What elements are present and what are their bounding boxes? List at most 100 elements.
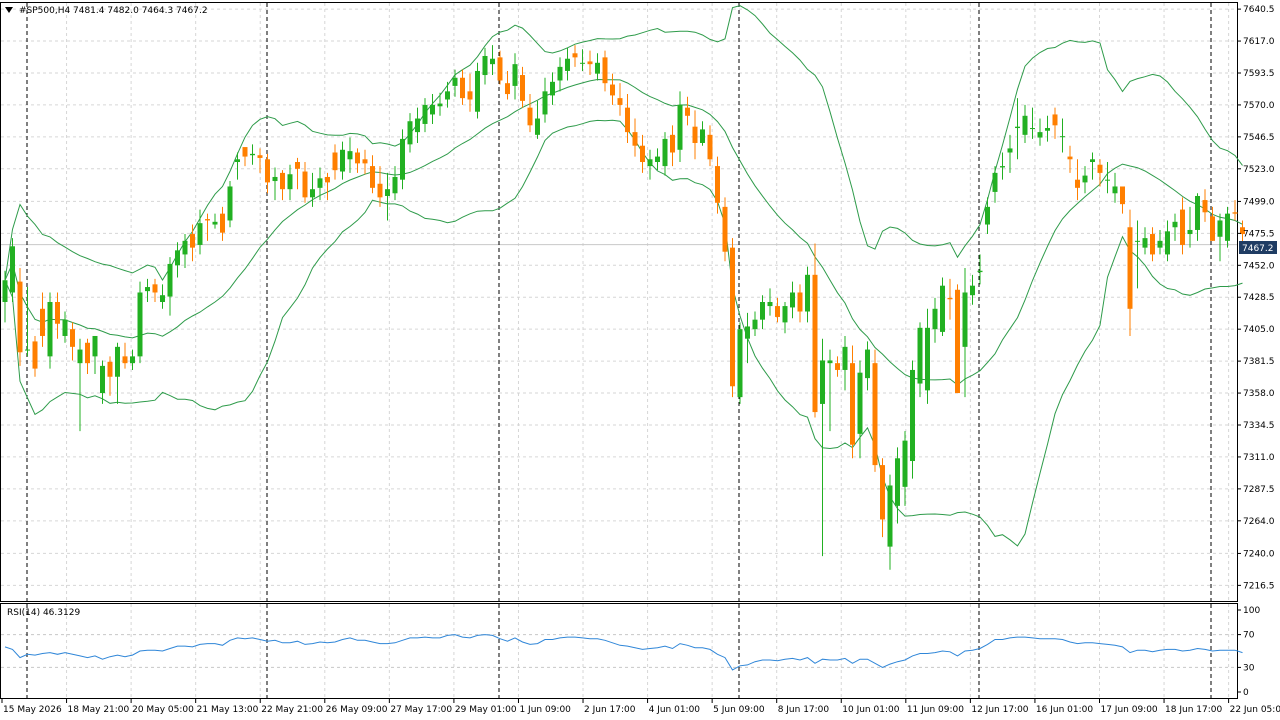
rsi-panel-frame xyxy=(0,603,1238,699)
time-tick-label: 15 May 2026 xyxy=(3,705,62,715)
bull-candle xyxy=(1015,126,1020,129)
bear-candle xyxy=(602,57,608,84)
price-tick-label: 7264.0 xyxy=(1243,517,1275,527)
bull-candle xyxy=(925,327,930,391)
bear-candle xyxy=(295,162,300,169)
bull-candle xyxy=(1135,240,1140,242)
bull-candle xyxy=(842,346,848,370)
bear-candle xyxy=(362,159,368,164)
bull-candle xyxy=(482,56,488,76)
price-tick-label: 7475.5 xyxy=(1243,229,1275,239)
current-price-value: 7467.2 xyxy=(1242,244,1274,254)
bear-candle xyxy=(670,134,675,153)
price-tick-label: 7311.0 xyxy=(1243,453,1275,463)
time-tick-label: 2 Jun 17:00 xyxy=(584,705,636,715)
bear-candle xyxy=(370,166,375,188)
bear-candle xyxy=(572,53,578,58)
bear-candle xyxy=(332,152,338,171)
price-tick-label: 7428.5 xyxy=(1243,293,1275,303)
bull-candle xyxy=(235,159,240,163)
bear-candle xyxy=(715,166,720,203)
bear-candle xyxy=(467,91,473,100)
bear-candle xyxy=(1202,200,1208,213)
bull-candle xyxy=(227,186,233,221)
bear-candle xyxy=(220,213,225,233)
bear-candle xyxy=(205,219,210,221)
time-tick-label: 16 Jun 01:00 xyxy=(1036,705,1093,715)
bull-candle xyxy=(827,360,833,364)
bull-candle xyxy=(160,295,165,302)
bear-candle xyxy=(947,297,953,300)
bear-candle xyxy=(850,363,855,445)
bull-candle xyxy=(985,206,990,225)
bull-candle xyxy=(767,302,773,307)
bull-candle xyxy=(2,280,8,302)
bull-candle xyxy=(1037,132,1043,138)
bull-candle xyxy=(250,153,255,156)
bear-candle xyxy=(797,292,803,312)
bear-candle xyxy=(1097,164,1103,173)
bull-candle xyxy=(595,62,600,74)
candlesticks xyxy=(2,45,1245,570)
bull-candle xyxy=(752,319,758,330)
bull-candle xyxy=(550,81,555,96)
bull-candle xyxy=(902,440,908,487)
bull-candle xyxy=(62,319,68,336)
chart-menu-arrow-icon[interactable] xyxy=(5,7,13,13)
bear-candle xyxy=(1210,216,1215,241)
time-tick-label: 29 May 01:00 xyxy=(455,705,517,715)
bear-candle xyxy=(1150,234,1155,255)
bull-candle xyxy=(655,156,660,163)
bear-candle xyxy=(692,126,698,143)
bull-candle xyxy=(962,292,968,347)
bear-candle xyxy=(835,363,840,370)
bull-candle xyxy=(437,103,443,107)
price-tick-label: 7334.5 xyxy=(1243,421,1275,431)
bull-candle xyxy=(340,149,345,172)
current-price-tag xyxy=(1239,241,1277,254)
bear-candle xyxy=(1180,209,1185,245)
price-tick-label: 7617.0 xyxy=(1243,37,1275,47)
bull-candle xyxy=(77,349,83,364)
bear-candle xyxy=(152,284,158,293)
bull-candle xyxy=(1165,231,1170,255)
bull-candle xyxy=(317,178,323,188)
bull-candle xyxy=(415,118,420,133)
bull-candle xyxy=(422,104,428,124)
bull-candle xyxy=(1030,128,1035,130)
bull-candle xyxy=(25,349,30,351)
bull-candle xyxy=(10,246,15,293)
grid xyxy=(1,3,1237,698)
bull-candle xyxy=(805,274,810,312)
bull-candle xyxy=(887,485,893,547)
rsi-label: RSI(14) 46.3129 xyxy=(7,608,80,618)
bull-candle xyxy=(167,263,173,297)
price-tick-label: 7546.5 xyxy=(1243,133,1275,143)
bull-candle xyxy=(1090,159,1095,163)
price-tick-label: 7499.0 xyxy=(1243,197,1275,207)
bear-candle xyxy=(625,107,630,133)
time-tick-label: 8 Jun 17:00 xyxy=(778,705,830,715)
rsi-tick-label: 30 xyxy=(1243,663,1255,673)
time-tick-label: 17 Jun 09:00 xyxy=(1100,705,1157,715)
bear-candle xyxy=(527,107,533,126)
bull-candle xyxy=(310,189,315,198)
time-axis: 15 May 2026 18 May 21:00 20 May 05:00 21 Ma… xyxy=(1,699,1280,715)
bull-candle xyxy=(737,329,743,398)
bull-candle xyxy=(197,223,203,245)
price-tick-label: 7570.0 xyxy=(1243,101,1275,111)
bear-candle xyxy=(32,341,38,369)
bear-candle xyxy=(302,171,308,198)
time-tick-label: 1 Jun 09:00 xyxy=(519,705,571,715)
bull-candle xyxy=(1195,195,1200,230)
bear-candle xyxy=(520,75,525,101)
bear-candle xyxy=(722,206,728,252)
bull-candle xyxy=(677,104,683,150)
bull-candle xyxy=(760,302,765,320)
bull-candle xyxy=(1187,229,1193,235)
price-tick-label: 7523.0 xyxy=(1243,165,1275,175)
time-tick-label: 27 May 17:00 xyxy=(390,705,452,715)
bull-candle xyxy=(287,174,293,190)
bull-candle xyxy=(1225,213,1230,241)
